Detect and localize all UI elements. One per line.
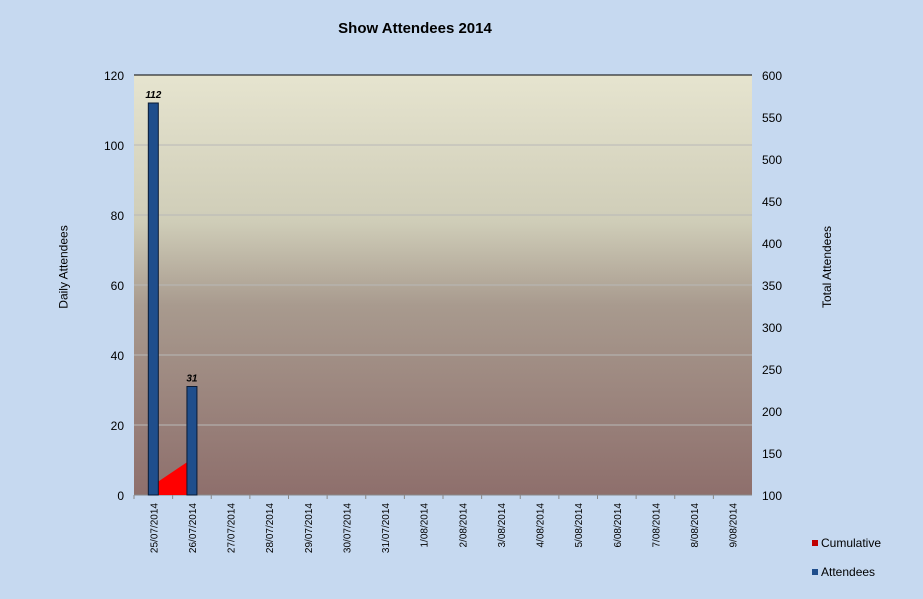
x-tick-label: 9/08/2014: [729, 503, 740, 548]
x-tick-label: 29/07/2014: [304, 503, 315, 553]
x-tick-label: 1/08/2014: [420, 503, 431, 548]
y2-tick-label: 550: [762, 111, 782, 125]
y2-tick-label: 300: [762, 321, 782, 335]
y2-tick-label: 350: [762, 279, 782, 293]
attendees-bar: [186, 386, 198, 496]
y-tick-label: 20: [111, 419, 125, 433]
y-tick-label: 60: [111, 279, 125, 293]
y2-tick-label: 100: [762, 489, 782, 503]
chart-title: Show Attendees 2014: [338, 20, 492, 37]
y2-tick-label: 450: [762, 195, 782, 209]
cumulative-area: [153, 458, 192, 495]
y-tick-label: 0: [117, 489, 124, 503]
x-tick-label: 8/08/2014: [690, 503, 701, 548]
legend-label: Attendees: [821, 565, 876, 579]
y-tick-label: 40: [111, 349, 125, 363]
legend-swatch: [812, 569, 818, 575]
y2-tick-label: 150: [762, 447, 782, 461]
x-tick-label: 5/08/2014: [574, 503, 585, 548]
x-tick-label: 26/07/2014: [188, 503, 199, 553]
attendees-bar: [147, 102, 159, 496]
y2-tick-label: 200: [762, 405, 782, 419]
x-tick-label: 25/07/2014: [149, 503, 160, 553]
y2-tick-label: 250: [762, 363, 782, 377]
y-tick-label: 120: [104, 69, 124, 83]
legend-cumulative: Cumulative: [812, 536, 881, 550]
x-tick-label: 30/07/2014: [342, 503, 353, 553]
y2-tick-label: 500: [762, 153, 782, 167]
x-tick-label: 28/07/2014: [265, 503, 276, 553]
x-tick-label: 31/07/2014: [381, 503, 392, 553]
x-tick-label: 7/08/2014: [651, 503, 662, 548]
legend-attendees: Attendees: [812, 565, 875, 579]
legend-label: Cumulative: [821, 536, 882, 550]
y-tick-label: 80: [111, 209, 125, 223]
x-tick-label: 4/08/2014: [536, 503, 547, 548]
legend-swatch: [812, 540, 818, 546]
x-tick-label: 2/08/2014: [458, 503, 469, 548]
x-tick-label: 3/08/2014: [497, 503, 508, 548]
x-tick-label: 6/08/2014: [613, 503, 624, 548]
y-tick-label: 100: [104, 139, 124, 153]
bar-data-label: 31: [186, 374, 198, 385]
y2-tick-label: 400: [762, 237, 782, 251]
bar-data-label: 112: [145, 90, 161, 101]
x-tick-label: 27/07/2014: [227, 503, 238, 553]
y2-tick-label: 600: [762, 69, 782, 83]
